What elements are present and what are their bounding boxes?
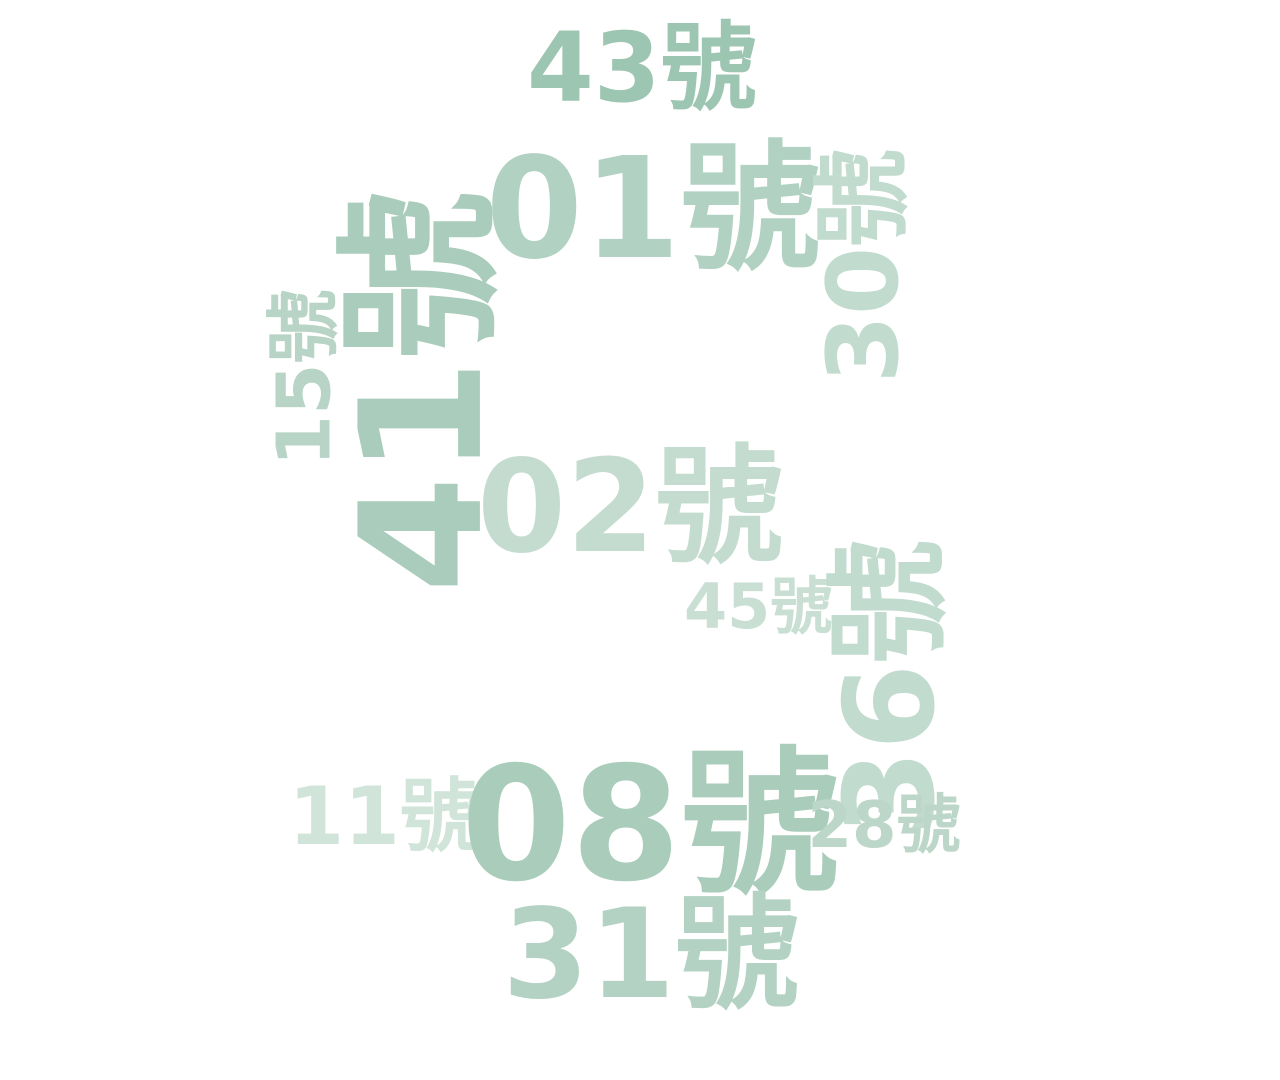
word-30: 30號 (807, 148, 922, 384)
word-28: 28號 (807, 789, 961, 863)
word-02: 02號 (477, 433, 784, 582)
word-43: 43號 (527, 12, 757, 124)
word-01: 01號 (485, 128, 821, 291)
word-11: 11號 (288, 770, 480, 863)
word-15: 15號 (260, 289, 347, 467)
word-45: 45號 (684, 570, 833, 643)
word-31: 31號 (502, 883, 800, 1027)
word-08: 08號 (461, 733, 839, 917)
